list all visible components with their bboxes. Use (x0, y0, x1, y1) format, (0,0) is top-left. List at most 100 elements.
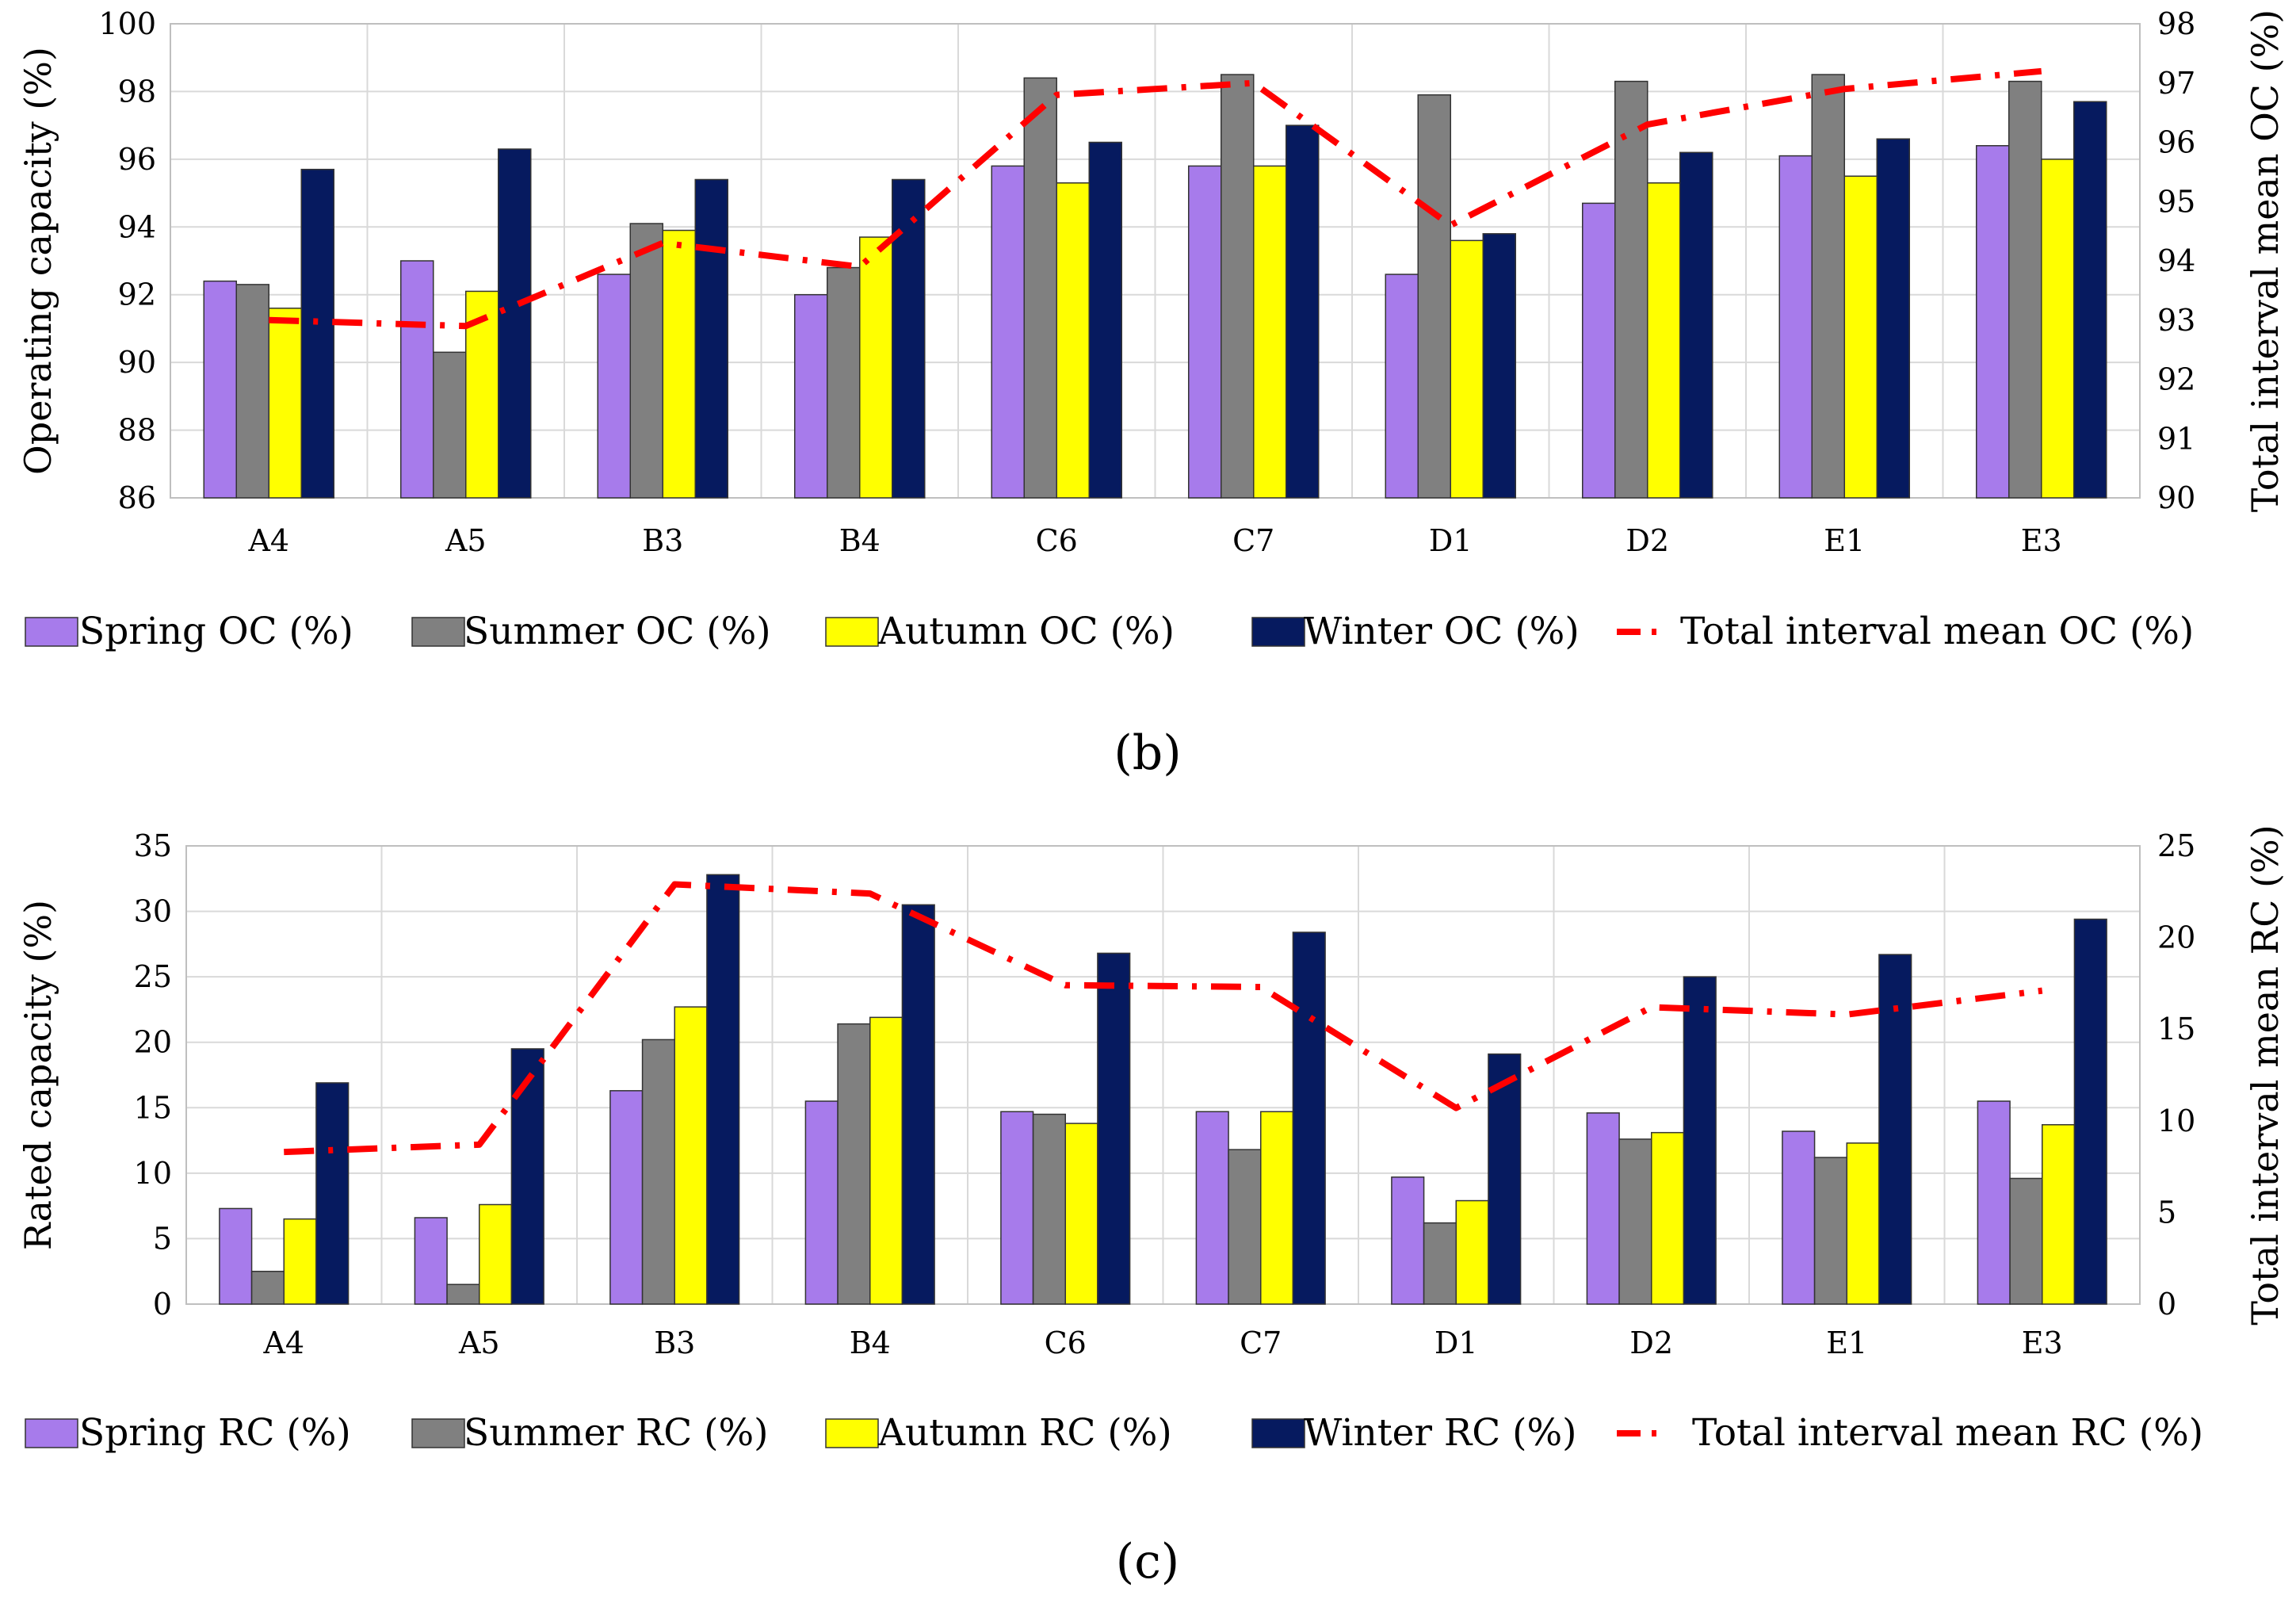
legend-swatch-summer (411, 1418, 465, 1448)
bar-winter-d2 (1683, 976, 1717, 1305)
x-tick-label: B3 (654, 1326, 695, 1360)
y2-tick-label: 25 (2157, 828, 2195, 863)
bar-autumn-a4 (283, 1218, 317, 1305)
bar-autumn-d2 (1647, 182, 1681, 499)
bar-autumn-b3 (674, 1006, 708, 1305)
x-tick-label: D1 (1429, 523, 1473, 558)
bar-spring-b4 (804, 1100, 839, 1305)
legend-swatch-summer (411, 617, 465, 647)
bar-summer-d2 (1618, 1138, 1652, 1305)
bar-spring-d1 (1391, 1176, 1425, 1305)
y-tick-label: 30 (134, 894, 172, 929)
bar-spring-a5 (399, 260, 434, 499)
bar-summer-e3 (2008, 80, 2042, 499)
legend-label: Spring OC (%) (79, 610, 353, 653)
bar-autumn-b4 (859, 236, 893, 499)
y2-tick-label: 15 (2157, 1012, 2195, 1046)
x-tick-label: A5 (445, 523, 487, 558)
legend-label: Autumn OC (%) (877, 610, 1175, 653)
y-axis-title: Operating capacity (%) (17, 47, 59, 475)
plot-area-frame (185, 845, 2141, 1305)
legend: Spring OC (%) Summer OC (%) Autumn OC (%) W… (25, 610, 2194, 653)
plot-area-frame (170, 23, 2141, 499)
legend-swatch-spring (25, 617, 78, 647)
x-tick-label: C6 (1045, 1326, 1087, 1360)
x-tick-label: B4 (850, 1326, 891, 1360)
x-tick-label: C6 (1036, 523, 1078, 558)
x-tick-label: D1 (1435, 1326, 1478, 1360)
bar-summer-b4 (837, 1023, 871, 1305)
bar-winter-d1 (1482, 233, 1517, 499)
bar-summer-e3 (2009, 1177, 2043, 1305)
bar-winter-c6 (1097, 952, 1131, 1305)
bar-autumn-b3 (662, 229, 697, 499)
legend-label: Summer RC (%) (464, 1411, 768, 1455)
bar-spring-c7 (1187, 165, 1222, 499)
y2-tick-label: 10 (2157, 1104, 2195, 1138)
legend-label: Summer OC (%) (464, 610, 771, 653)
bar-winter-b4 (892, 178, 926, 499)
y-tick-label: 92 (118, 277, 156, 312)
panel-label: (b) (1114, 725, 1181, 781)
bar-autumn-d1 (1455, 1199, 1489, 1305)
legend-swatch-autumn (825, 1418, 879, 1448)
bar-autumn-b4 (869, 1016, 904, 1305)
y-tick-label: 96 (118, 142, 156, 177)
bar-autumn-e1 (1843, 175, 1878, 499)
bar-autumn-e3 (2042, 1124, 2076, 1305)
bar-autumn-c6 (1064, 1123, 1098, 1305)
x-tick-label: C7 (1232, 523, 1274, 558)
bar-winter-e3 (2073, 101, 2107, 499)
bar-spring-a4 (219, 1207, 253, 1305)
bar-autumn-a5 (479, 1203, 513, 1305)
bar-autumn-c7 (1253, 165, 1287, 499)
x-tick-label: E3 (2021, 523, 2062, 558)
bar-winter-a4 (315, 1082, 350, 1305)
bar-spring-c6 (1000, 1111, 1034, 1305)
bar-spring-e3 (1977, 1100, 2011, 1305)
bar-spring-a5 (414, 1217, 448, 1305)
bar-summer-d1 (1423, 1222, 1457, 1305)
y-tick-label: 100 (98, 6, 156, 41)
bar-winter-b3 (694, 178, 729, 499)
bar-summer-d1 (1417, 94, 1452, 499)
x-tick-label: D2 (1629, 1326, 1673, 1360)
bar-spring-a4 (203, 280, 237, 499)
mean-line (269, 67, 2042, 330)
y-tick-label: 86 (118, 480, 156, 515)
y2-tick-label: 98 (2157, 6, 2195, 41)
bar-autumn-c6 (1056, 182, 1091, 499)
bar-winter-e3 (2073, 918, 2107, 1305)
bar-winter-c6 (1088, 141, 1123, 499)
bar-summer-c7 (1220, 74, 1255, 499)
bar-summer-c6 (1032, 1113, 1067, 1305)
legend-label: Winter OC (%) (1304, 610, 1580, 653)
legend-label: Total interval mean OC (%) (1680, 610, 2194, 653)
chart-panel-c: 0 5 10 15 20 25 30 35 0 5 10 15 20 25 A4 A5 B3 B4 C6 C7 D1 D2… (17, 824, 2286, 1589)
legend-label: Winter RC (%) (1304, 1411, 1577, 1455)
bar-summer-a4 (235, 284, 269, 499)
y-tick-label: 35 (134, 828, 172, 863)
y-tick-label: 20 (134, 1025, 172, 1060)
bar-summer-a5 (432, 351, 467, 499)
bar-spring-b4 (793, 293, 828, 499)
chart-panel-b: 86 88 90 92 94 96 98 100 90 91 92 93 94 95 96 97 98 A4 A5 B… (17, 6, 2286, 781)
bar-summer-b4 (826, 266, 861, 499)
bar-spring-d2 (1586, 1112, 1620, 1305)
y-tick-label: 0 (153, 1287, 172, 1322)
bar-summer-a5 (446, 1283, 480, 1305)
y2-tick-label: 95 (2157, 184, 2195, 219)
x-tick-label: A5 (458, 1326, 500, 1360)
legend-swatch-winter (1251, 617, 1305, 647)
y2-tick-label: 92 (2157, 362, 2195, 397)
y2-tick-label: 96 (2157, 125, 2195, 160)
mean-line (284, 881, 2043, 1156)
y2-tick-label: 0 (2157, 1287, 2176, 1322)
bar-autumn-e3 (2041, 159, 2075, 499)
bar-spring-c7 (1195, 1111, 1229, 1305)
bar-summer-b3 (641, 1039, 676, 1305)
bar-spring-e1 (1782, 1130, 1816, 1305)
bar-autumn-e1 (1846, 1142, 1880, 1305)
bar-summer-e1 (1813, 1157, 1847, 1305)
